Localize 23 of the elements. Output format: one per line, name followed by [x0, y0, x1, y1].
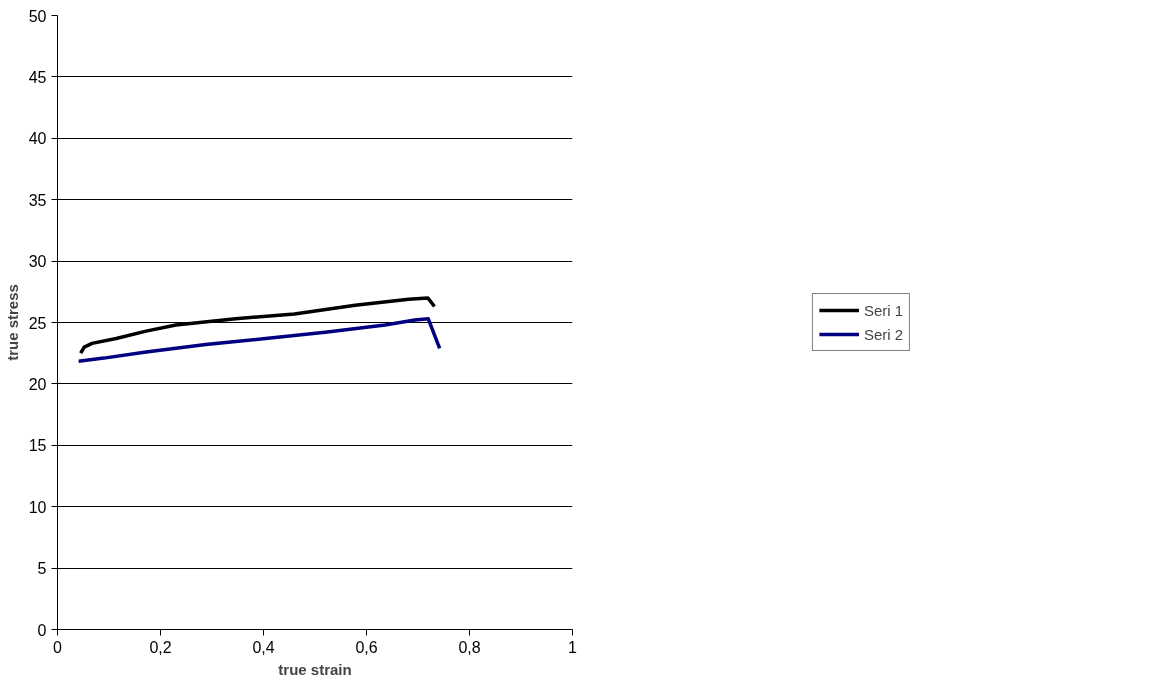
legend-label: Seri 1: [863, 301, 904, 319]
x-tick-label: 1: [568, 638, 578, 656]
y-tick-label: 40: [28, 130, 47, 148]
y-tick-label: 45: [28, 68, 47, 86]
x-tick-label: 0,2: [149, 638, 172, 656]
y-tick-label: 15: [28, 437, 47, 455]
y-tick-label: 5: [37, 560, 47, 578]
y-tick-label: 20: [28, 375, 47, 393]
legend-label: Seri 2: [863, 325, 904, 343]
x-tick-label: 0,6: [355, 638, 378, 656]
y-tick-label: 10: [28, 498, 47, 516]
x-tick-label: 0,8: [458, 638, 481, 656]
y-tick-label: 25: [28, 314, 47, 332]
x-tick-label: 0: [53, 638, 63, 656]
y-tick-label: 0: [37, 621, 47, 639]
line-series: [78, 296, 437, 355]
y-tick-label: 35: [28, 191, 47, 209]
line-series: [76, 317, 442, 363]
x-tick-label: 0,4: [252, 638, 275, 656]
y-axis-title: true stress: [3, 284, 21, 361]
y-tick-label: 30: [28, 253, 47, 271]
x-axis-title: true strain: [278, 660, 352, 678]
y-tick-label: 50: [28, 7, 47, 25]
